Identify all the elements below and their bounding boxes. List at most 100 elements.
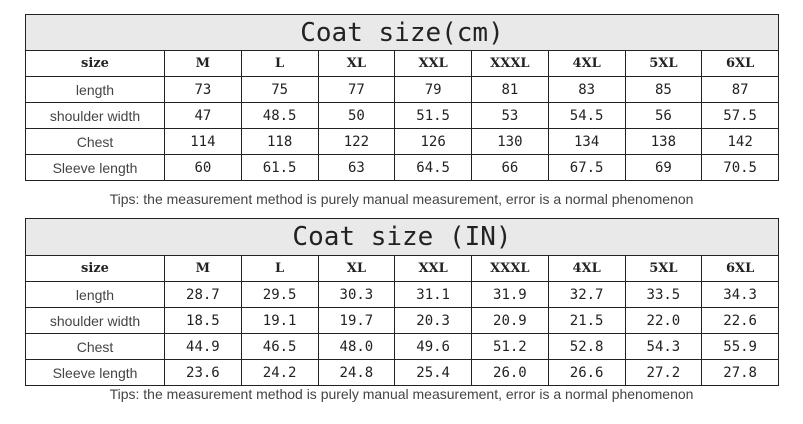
header-cell: L (240, 255, 319, 282)
value-cell: 67.5 (547, 154, 626, 181)
value-cell: 31.9 (471, 281, 549, 308)
value-cell: 56 (624, 102, 703, 129)
value-cell: 75 (240, 76, 319, 103)
value-cell: 26.6 (547, 359, 626, 386)
value-cell: 81 (471, 76, 549, 103)
value-cell: 28.7 (164, 281, 242, 308)
header-cell: XL (317, 255, 396, 282)
value-cell: 20.3 (394, 307, 472, 334)
value-cell: 19.7 (317, 307, 396, 334)
value-cell: 54.5 (547, 102, 626, 129)
header-cell: XXL (394, 255, 472, 282)
value-cell: 25.4 (394, 359, 472, 386)
value-cell: 50 (317, 102, 396, 129)
value-cell: 44.9 (164, 333, 242, 360)
header-cell: XXXL (471, 50, 549, 77)
header-cell: 5XL (624, 255, 703, 282)
value-cell: 51.5 (394, 102, 472, 129)
value-cell: 30.3 (317, 281, 396, 308)
value-cell: 48.0 (317, 333, 396, 360)
header-cell: size (25, 255, 165, 282)
value-cell: 69 (624, 154, 703, 181)
table-row: length 28.7 29.5 30.3 31.1 31.9 32.7 33.5 34.3 (25, 281, 779, 308)
header-cell: XXL (394, 50, 472, 77)
header-cell: 4XL (547, 255, 626, 282)
value-cell: 138 (624, 128, 703, 155)
value-cell: 85 (624, 76, 703, 103)
header-cell: size (25, 50, 165, 77)
value-cell: 126 (394, 128, 472, 155)
value-cell: 21.5 (547, 307, 626, 334)
value-cell: 51.2 (471, 333, 549, 360)
table-row: shoulder width 47 48.5 50 51.5 53 54.5 56 57.5 (25, 102, 779, 129)
value-cell: 134 (547, 128, 626, 155)
value-cell: 49.6 (394, 333, 472, 360)
row-label: shoulder width (25, 307, 165, 334)
table-row: Chest 114 118 122 126 130 134 138 142 (25, 128, 779, 155)
value-cell: 24.8 (317, 359, 396, 386)
header-row: size M L XL XXL XXXL 4XL 5XL 6XL (25, 50, 779, 77)
value-cell: 142 (701, 128, 779, 155)
value-cell: 24.2 (240, 359, 319, 386)
value-cell: 20.9 (471, 307, 549, 334)
measurement-tips: Tips: the measurement method is purely m… (109, 386, 694, 402)
header-cell: M (164, 255, 242, 282)
cm-size-table: Coat size(cm) size M L XL XXL XXXL 4XL 5XL 6XL len… (25, 14, 779, 181)
value-cell: 64.5 (394, 154, 472, 181)
value-cell: 18.5 (164, 307, 242, 334)
row-label: length (25, 76, 165, 103)
inch-size-table: Coat size (IN) size M L XL XXL XXXL 4XL 5XL 6XL le… (25, 218, 779, 386)
value-cell: 27.2 (624, 359, 703, 386)
value-cell: 79 (394, 76, 472, 103)
header-cell: 6XL (701, 255, 779, 282)
value-cell: 73 (164, 76, 242, 103)
header-row: size M L XL XXL XXXL 4XL 5XL 6XL (25, 255, 779, 282)
header-cell: L (240, 50, 319, 77)
header-cell: M (164, 50, 242, 77)
header-cell: 4XL (547, 50, 626, 77)
value-cell: 54.3 (624, 333, 703, 360)
table-row: Sleeve length 60 61.5 63 64.5 66 67.5 69 70.5 (25, 154, 779, 181)
value-cell: 63 (317, 154, 396, 181)
value-cell: 22.0 (624, 307, 703, 334)
value-cell: 46.5 (240, 333, 319, 360)
value-cell: 22.6 (701, 307, 779, 334)
value-cell: 19.1 (240, 307, 319, 334)
row-label: Chest (25, 128, 165, 155)
row-label: Sleeve length (25, 154, 165, 181)
value-cell: 70.5 (701, 154, 779, 181)
value-cell: 83 (547, 76, 626, 103)
value-cell: 118 (240, 128, 319, 155)
value-cell: 23.6 (164, 359, 242, 386)
row-label: length (25, 281, 165, 308)
value-cell: 52.8 (547, 333, 626, 360)
table-title: Coat size (IN) (25, 218, 779, 256)
value-cell: 130 (471, 128, 549, 155)
value-cell: 114 (164, 128, 242, 155)
value-cell: 53 (471, 102, 549, 129)
value-cell: 55.9 (701, 333, 779, 360)
value-cell: 122 (317, 128, 396, 155)
table-title: Coat size(cm) (25, 14, 779, 51)
measurement-tips: Tips: the measurement method is purely m… (109, 191, 694, 207)
row-label: Sleeve length (25, 359, 165, 386)
value-cell: 26.0 (471, 359, 549, 386)
header-cell: 5XL (624, 50, 703, 77)
table-row: shoulder width 18.5 19.1 19.7 20.3 20.9 21.5 22… (25, 307, 779, 334)
value-cell: 87 (701, 76, 779, 103)
value-cell: 33.5 (624, 281, 703, 308)
value-cell: 32.7 (547, 281, 626, 308)
value-cell: 34.3 (701, 281, 779, 308)
value-cell: 77 (317, 76, 396, 103)
header-cell: XXXL (471, 255, 549, 282)
value-cell: 27.8 (701, 359, 779, 386)
table-row: Chest 44.9 46.5 48.0 49.6 51.2 52.8 54.3 55.9 (25, 333, 779, 360)
value-cell: 61.5 (240, 154, 319, 181)
value-cell: 29.5 (240, 281, 319, 308)
header-cell: 6XL (701, 50, 779, 77)
value-cell: 66 (471, 154, 549, 181)
value-cell: 31.1 (394, 281, 472, 308)
header-cell: XL (317, 50, 396, 77)
row-label: Chest (25, 333, 165, 360)
value-cell: 60 (164, 154, 242, 181)
